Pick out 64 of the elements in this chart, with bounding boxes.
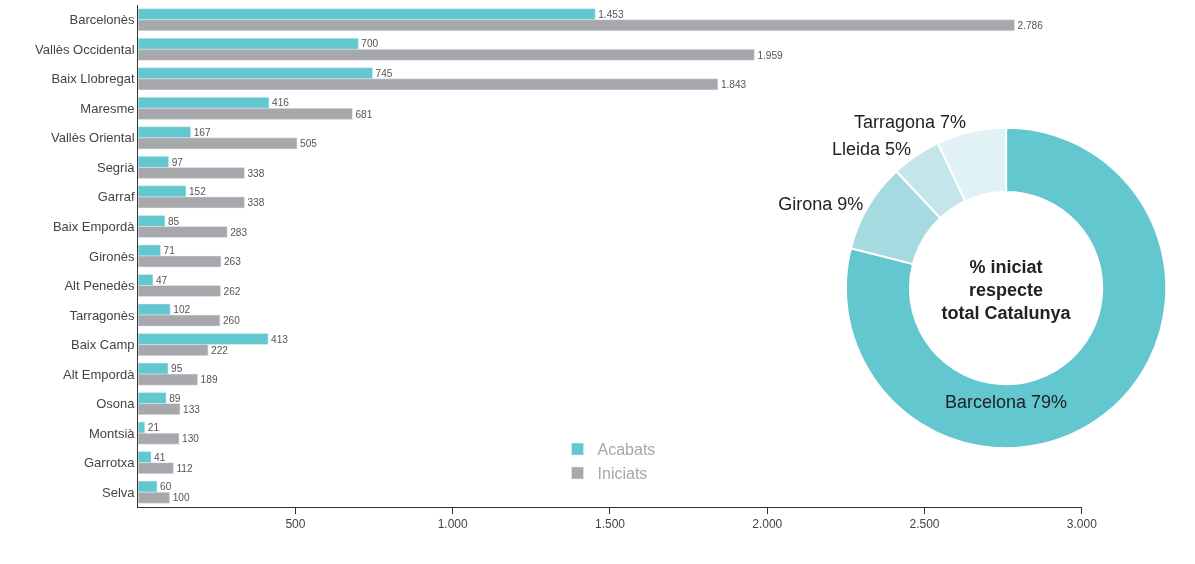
data-label: 1.843 [720,79,747,91]
y-tick-label: Alt Empordà [63,366,136,382]
data-label: 89 [169,392,181,404]
data-label: 100 [172,492,190,504]
data-label: 681 [355,108,373,120]
x-tick-label: 500 [285,517,306,532]
data-label: 260 [222,315,241,327]
x-tick-label: 1.500 [594,517,626,532]
slice-label: Girona 9% [778,193,864,214]
y-tick-label: Selva [102,484,136,500]
data-label: 263 [223,256,242,268]
data-label: 21 [147,422,160,434]
data-label: 338 [247,197,265,209]
y-tick-label: Montsià [89,425,136,441]
y-tick-label: Osona [96,396,136,412]
y-tick-label: Baix Llobregat [51,71,135,87]
data-label: 130 [182,433,200,445]
data-label: 71 [163,245,176,257]
data-label: 700 [361,38,379,50]
y-tick-label: Vallès Oriental [50,130,135,146]
data-label: 505 [300,138,318,150]
data-label: 262 [223,285,241,297]
data-label: 41 [154,451,166,463]
y-tick-label: Baix Empordà [52,219,136,234]
data-label: 152 [188,186,207,198]
data-label: 1.453 [598,8,624,20]
x-tick-label: 1.000 [437,517,469,532]
data-label: 167 [193,127,211,139]
annotation: % iniciat respecte total Catalunya [941,256,1072,324]
y-tick-label: Segrià [96,159,136,175]
y-tick-label: Barcelonès [69,12,136,28]
x-tick-label: 2.500 [909,517,940,532]
data-label: 416 [272,97,290,109]
y-tick-label: Baix Camp [70,337,135,353]
data-label: 85 [167,215,180,227]
data-label: 95 [171,363,183,375]
data-label: 102 [173,304,191,316]
legend-label: Acabats [597,441,656,459]
y-tick-label: Alt Penedès [64,278,136,294]
data-label: 338 [247,167,265,179]
data-label: 283 [230,226,248,238]
y-tick-label: Tarragonès [69,307,136,323]
y-tick-label: Vallès Occidental [35,41,135,57]
data-label: 60 [160,481,172,493]
data-label: 133 [183,403,201,415]
data-label: 745 [375,67,393,79]
y-tick-label: Maresme [80,100,135,116]
y-tick-label: Gironès [89,248,136,264]
y-tick-label: Garraf [97,189,135,205]
data-label: 189 [200,374,218,386]
legend-label: Iniciats [597,465,648,483]
data-label: 2.786 [1017,19,1044,31]
data-label: 413 [271,333,289,345]
data-label: 1.959 [757,49,784,61]
x-tick-label: 2.000 [752,517,783,532]
data-label: 97 [171,156,184,168]
slice-label: Lleida 5% [831,138,912,159]
slice-label: Tarragona 7% [854,112,967,133]
slice-label: Barcelona 79% [945,391,1068,412]
data-label: 47 [155,274,168,286]
data-label: 222 [211,344,229,356]
x-tick-label: 3.000 [1066,517,1098,532]
data-label: 112 [176,462,193,474]
y-tick-label: Garrotxa [83,455,136,471]
